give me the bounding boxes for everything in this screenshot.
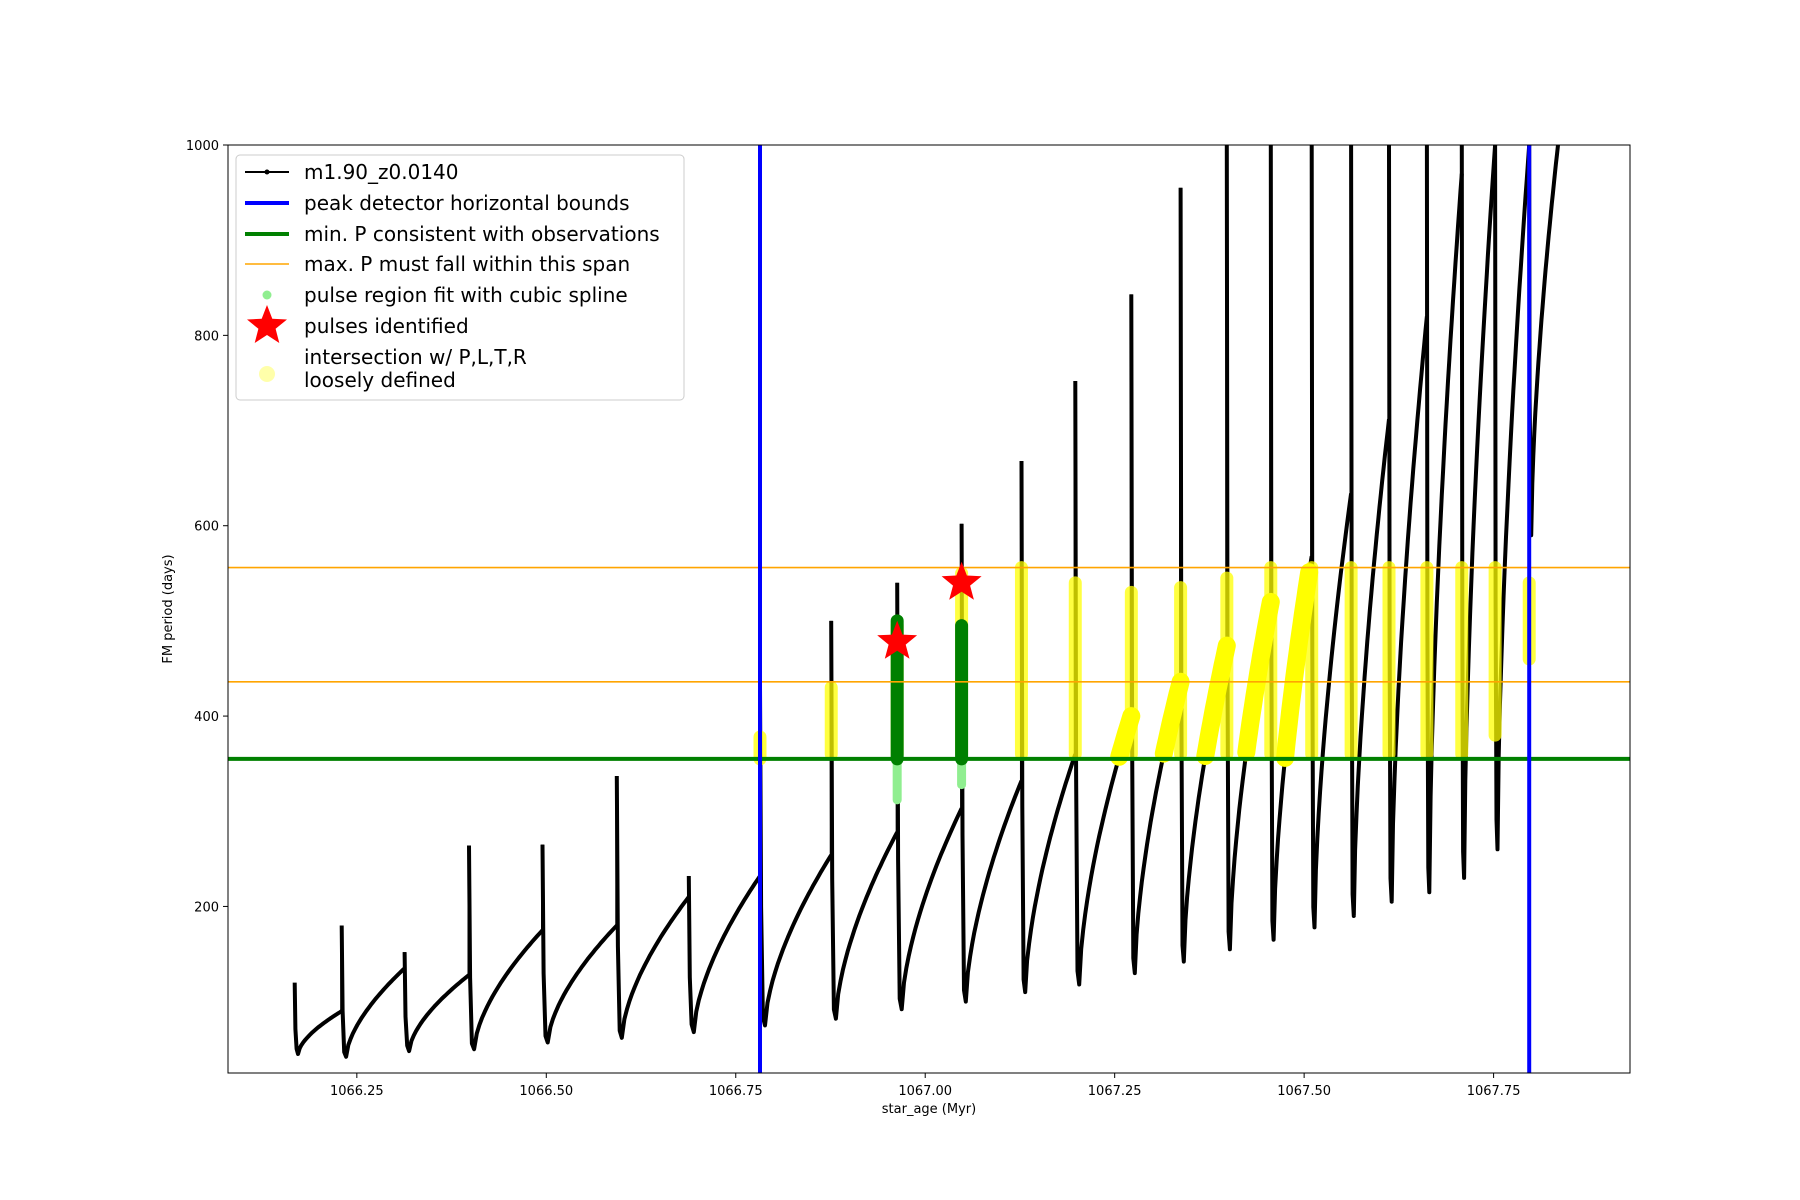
track-cycle-0 [292,982,343,1056]
track-cycle-8 [829,620,899,1021]
track-cycle-1 [339,925,406,1059]
intersection-arc-13 [1154,672,1190,763]
track-cycle-9 [895,582,964,1012]
legend-label-4: pulse region fit with cubic spline [304,283,628,307]
x-tick-label-1: 1066.50 [519,1084,573,1099]
legend-entry-6: intersection w/ P,L,T,R loosely defined [259,345,527,392]
track-cycle-5 [614,775,691,1040]
y-tick-label-3: 800 [194,329,219,344]
y-axis-label: FM period (days) [161,554,176,663]
legend-label-5: pulses identified [304,314,469,338]
intersection-arc-12 [1110,707,1141,766]
legend-entry-4: pulse region fit with cubic spline [262,283,628,307]
x-axis-ticks: 1066.25 1066.50 1066.75 1067.00 1067.25 1067.… [330,1073,1521,1099]
x-tick-label-0: 1066.25 [330,1084,384,1099]
legend-entry-0: m1.90_z0.0140 [245,160,459,184]
plot-frame [227,144,1631,1074]
y-tick-label-0: 200 [194,900,219,915]
legend-handle-spline [262,290,272,300]
x-tick-label-5: 1067.50 [1277,1084,1331,1099]
series-pulses-identified [877,561,982,659]
bound-lines [758,145,1532,1073]
intersection-arc-15 [1237,592,1280,762]
legend-handle-star [247,305,287,343]
x-tick-label-3: 1067.00 [898,1084,952,1099]
intersection-arc-14 [1196,636,1236,765]
track-cycle-3 [467,845,544,1052]
intersection-arc-16 [1276,563,1319,767]
track-cycle-11 [1019,460,1078,995]
x-axis-label: star_age (Myr) [882,1102,976,1117]
legend-entry-1: peak detector horizontal bounds [245,191,630,215]
x-tick-label-2: 1066.75 [709,1084,763,1099]
x-tick-label-4: 1067.25 [1088,1084,1142,1099]
legend-label-2: min. P consistent with observations [304,222,660,246]
track-cycle-19 [1387,145,1429,904]
legend-entry-2: min. P consistent with observations [245,222,660,246]
track-cycle-17 [1309,145,1354,930]
legend-label-0: m1.90_z0.0140 [304,160,459,184]
legend-box [235,154,685,401]
track-cycle-6 [686,874,762,1035]
pulse-star-0 [877,620,918,659]
track-cycle-4 [540,844,619,1045]
y-axis-ticks: 200 400 600 800 1000 [186,139,228,915]
reference-lines [228,566,1630,761]
track-cycle-18 [1349,145,1391,918]
legend-handle-intersection [259,366,275,382]
legend-label-6: intersection w/ P,L,T,R loosely defined [304,345,527,392]
track-cycle-23 [1527,145,1560,538]
x-tick-label-6: 1067.75 [1467,1084,1521,1099]
y-tick-label-2: 600 [194,520,219,535]
legend-entry-3: max. P must fall within this span [245,252,630,276]
y-tick-label-4: 1000 [186,139,219,154]
legend-label-1: peak detector horizontal bounds [304,191,630,215]
y-tick-label-1: 400 [194,710,219,725]
track-cycle-10 [959,523,1024,1004]
pulse-star-1 [941,561,982,600]
track-cycle-7 [758,687,833,1028]
legend-label-3: max. P must fall within this span [304,252,630,276]
track-cycle-2 [402,952,471,1054]
legend-handle-track-marker [264,169,270,175]
series-intersections [753,561,1536,767]
legend-entry-5: pulses identified [247,305,469,343]
